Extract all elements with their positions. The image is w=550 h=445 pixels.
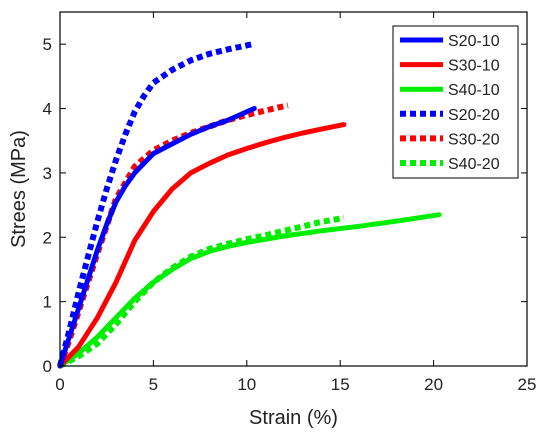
y-tick-label: 0 <box>43 357 52 376</box>
series-line-s20-10 <box>57 106 257 369</box>
x-tick-label: 5 <box>149 375 158 394</box>
legend-label-s30-20: S30-20 <box>448 131 500 148</box>
legend: S20-10 S30-10 S40-10 S20-20 S30-20 S40-20 <box>392 25 519 179</box>
x-tick-label: 25 <box>518 375 537 394</box>
plot-frame <box>59 11 528 367</box>
y-tick-label: 2 <box>43 228 52 247</box>
legend-label-s40-10: S40-10 <box>448 82 500 99</box>
tick-layer: 0 5 10 15 20 25 0 1 2 3 4 5 <box>43 12 537 394</box>
y-tick-label: 3 <box>43 164 52 183</box>
series-line-s20-20 <box>57 41 254 367</box>
legend-box <box>392 25 519 179</box>
legend-label-s40-20: S40-20 <box>448 156 500 173</box>
series-line-s40-20 <box>58 215 345 369</box>
x-tick-label: 20 <box>424 375 443 394</box>
legend-label-s20-20: S20-20 <box>448 107 500 124</box>
y-tick-label: 5 <box>43 35 52 54</box>
legend-label-s30-10: S30-10 <box>448 58 500 75</box>
x-axis-title: Strain (%) <box>249 407 338 429</box>
x-tick-label: 0 <box>55 375 64 394</box>
series-layer <box>57 41 442 369</box>
x-tick-label: 10 <box>237 375 256 394</box>
y-tick-label: 4 <box>43 100 52 119</box>
x-tick-label: 15 <box>331 375 350 394</box>
series-line-s30-10 <box>57 122 347 369</box>
y-axis-title: Strees (MPa) <box>8 130 30 248</box>
legend-label-s20-10: S20-10 <box>448 33 500 50</box>
y-tick-label: 1 <box>43 293 52 312</box>
